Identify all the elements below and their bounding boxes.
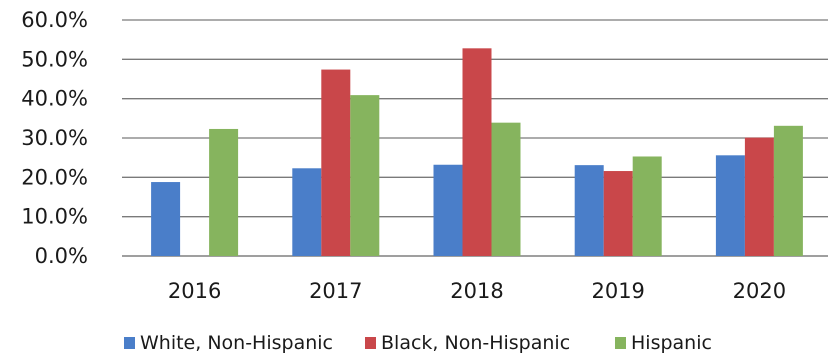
bar-black-non-hispanic-2017 (321, 69, 351, 256)
bar-white-non-hispanic-2016 (151, 182, 181, 256)
legend-label: White, Non-Hispanic (140, 332, 333, 354)
bar-hispanic-2020 (773, 125, 803, 256)
bar-hispanic-2019 (632, 156, 662, 256)
y-tick-label: 0.0% (35, 244, 88, 268)
x-tick-label: 2018 (450, 279, 503, 303)
y-tick-label: 30.0% (21, 126, 88, 150)
y-tick-label: 40.0% (21, 87, 88, 111)
x-tick-label: 2020 (733, 279, 786, 303)
legend-label: Hispanic (631, 332, 712, 354)
bar-hispanic-2016 (209, 128, 239, 256)
bar-white-non-hispanic-2018 (433, 164, 463, 256)
y-tick-label: 10.0% (21, 205, 88, 229)
bar-black-non-hispanic-2020 (744, 137, 774, 256)
bar-hispanic-2017 (350, 95, 380, 256)
bar-white-non-hispanic-2017 (292, 168, 322, 256)
legend-label: Black, Non-Hispanic (381, 332, 570, 354)
x-tick-label: 2019 (591, 279, 644, 303)
x-tick-label: 2017 (309, 279, 362, 303)
legend-swatch (365, 337, 376, 349)
y-tick-label: 60.0% (21, 8, 88, 32)
y-tick-label: 50.0% (21, 47, 88, 71)
bar-white-non-hispanic-2020 (715, 155, 745, 256)
bar-black-non-hispanic-2019 (603, 171, 633, 256)
bar-hispanic-2018 (491, 122, 521, 256)
legend-swatch (615, 337, 626, 349)
x-tick-label: 2016 (168, 279, 221, 303)
y-tick-label: 20.0% (21, 165, 88, 189)
bar-black-non-hispanic-2018 (462, 48, 492, 256)
bar-white-non-hispanic-2019 (574, 165, 604, 256)
legend-swatch (124, 337, 135, 349)
